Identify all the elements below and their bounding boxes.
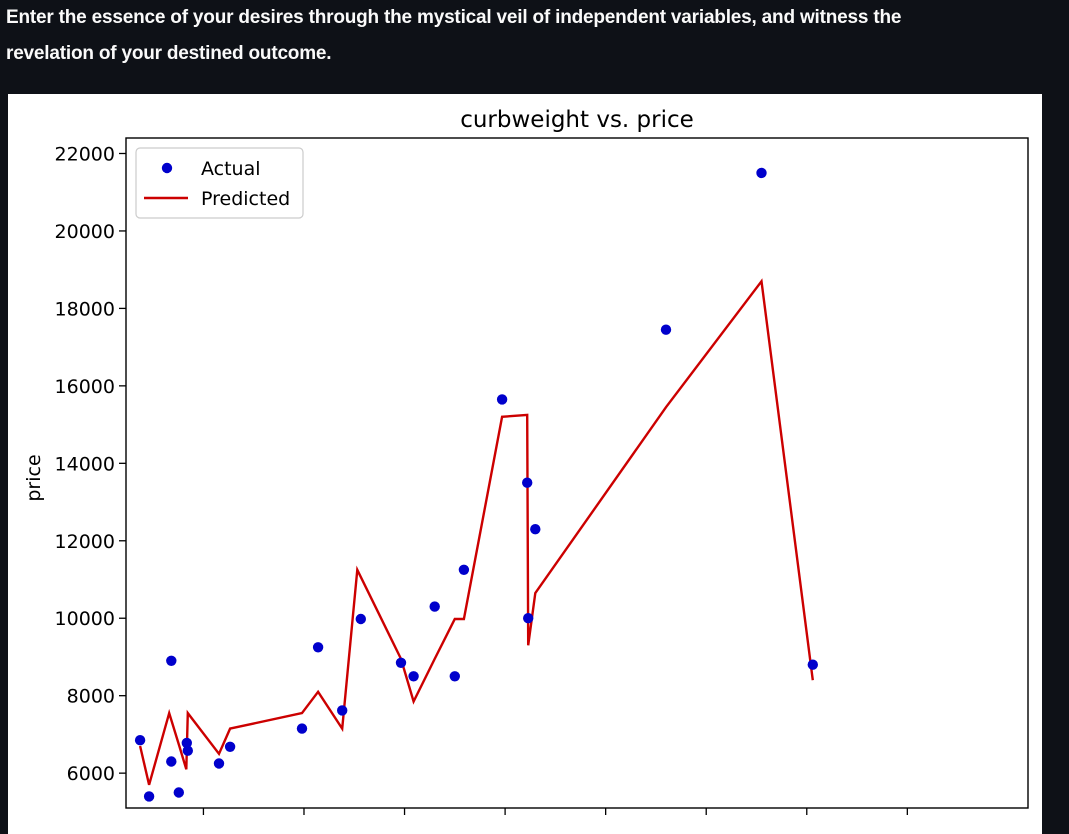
- y-tick-label: 12000: [55, 531, 115, 553]
- actual-point: [173, 787, 184, 798]
- chart-figure: curbweight vs. price price 6000 8000 10000…: [8, 94, 1042, 834]
- chart-title: curbweight vs. price: [460, 107, 694, 133]
- chart-svg: curbweight vs. price price 6000 8000 10000…: [23, 107, 1029, 815]
- y-axis-label: price: [23, 454, 45, 501]
- y-tick-label: 10000: [55, 608, 115, 630]
- actual-point: [143, 791, 155, 802]
- actual-point: [523, 613, 534, 624]
- legend-box: [135, 147, 304, 219]
- y-tick-label: 14000: [55, 453, 115, 475]
- y-tick-label: 20000: [55, 221, 115, 243]
- actual-point: [166, 756, 177, 767]
- actual-point: [756, 167, 767, 179]
- page-edge: [1042, 94, 1069, 826]
- actual-point: [496, 394, 508, 405]
- actual-point: [337, 705, 348, 716]
- y-tick-label: 16000: [55, 376, 115, 398]
- actual-point: [312, 642, 324, 653]
- actual-point: [181, 737, 192, 749]
- actual-point: [166, 655, 177, 666]
- y-tick-label: 22000: [55, 143, 115, 165]
- predicted-line: [138, 278, 814, 786]
- actual-point: [182, 745, 193, 756]
- actual-point: [530, 524, 541, 535]
- actual-point: [458, 564, 470, 575]
- intro-line-1: Enter the essence of your desires throug…: [6, 7, 902, 28]
- legend-predicted-label: Predicted: [201, 188, 290, 210]
- actual-point: [213, 758, 225, 769]
- legend: Actual Predicted: [135, 147, 304, 219]
- actual-series: [134, 167, 818, 802]
- actual-point: [296, 723, 308, 734]
- actual-point: [660, 324, 672, 335]
- y-axis: 6000 8000 10000 12000 14000 16000 18000 20000 22…: [55, 143, 126, 785]
- actual-point: [408, 671, 419, 682]
- predicted-series: [138, 278, 814, 786]
- y-tick-label: 6000: [67, 763, 115, 785]
- legend-actual-marker: [161, 162, 173, 174]
- actual-point: [429, 601, 440, 612]
- actual-point: [522, 477, 533, 488]
- actual-point: [449, 671, 460, 682]
- plot-area: [125, 137, 1029, 809]
- y-tick-label: 8000: [67, 686, 115, 708]
- y-tick-label: 18000: [55, 298, 115, 320]
- intro-text: Enter the essence of your desires throug…: [6, 0, 1056, 72]
- actual-point: [807, 659, 818, 670]
- actual-point: [134, 735, 146, 746]
- actual-point: [355, 613, 366, 625]
- legend-actual-label: Actual: [201, 158, 261, 180]
- actual-point: [395, 657, 407, 668]
- x-axis: [202, 808, 908, 815]
- intro-line-2: revelation of your destined outcome.: [6, 43, 332, 64]
- actual-point: [224, 741, 236, 752]
